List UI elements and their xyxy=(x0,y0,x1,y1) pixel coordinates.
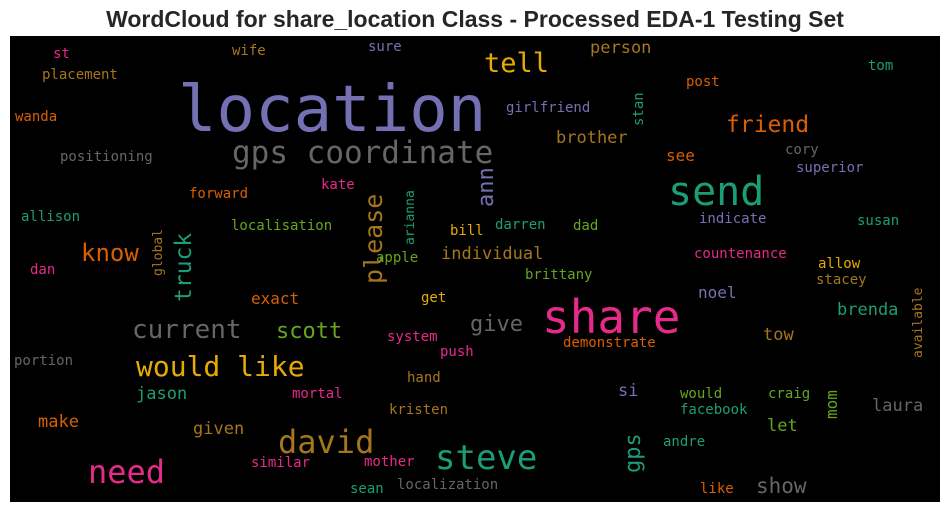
word-give: give xyxy=(470,312,523,337)
word-st: st xyxy=(53,46,70,62)
word-cory: cory xyxy=(785,142,819,158)
word-please: please xyxy=(359,194,388,284)
word-noel: noel xyxy=(698,283,737,302)
word-bill: bill xyxy=(450,223,484,239)
word-sure: sure xyxy=(368,39,402,55)
word-stacey: stacey xyxy=(816,272,867,288)
chart-title: WordCloud for share_location Class - Pro… xyxy=(106,6,844,32)
word-see: see xyxy=(666,146,695,165)
word-allison: allison xyxy=(21,209,80,225)
word-ann: ann xyxy=(474,167,499,207)
word-need: need xyxy=(88,453,165,491)
word-localization: localization xyxy=(397,477,498,493)
word-push: push xyxy=(440,344,474,360)
word-forward: forward xyxy=(189,186,248,202)
word-indicate: indicate xyxy=(699,211,766,227)
word-jason: jason xyxy=(136,384,187,404)
word-tow: tow xyxy=(763,325,794,345)
word-kate: kate xyxy=(321,177,355,193)
word-facebook: facebook xyxy=(680,402,748,418)
word-andre: andre xyxy=(663,434,705,450)
word-given: given xyxy=(193,419,244,439)
word-susan: susan xyxy=(857,213,899,229)
word-show: show xyxy=(756,474,807,498)
word-mortal: mortal xyxy=(292,386,343,402)
word-make: make xyxy=(38,412,79,432)
word-steve: steve xyxy=(435,438,537,478)
word-superior: superior xyxy=(796,160,863,176)
word-would: would xyxy=(680,386,722,402)
word-tell: tell xyxy=(484,48,549,79)
word-positioning: positioning xyxy=(60,149,153,165)
word-kristen: kristen xyxy=(389,402,448,418)
word-individual: individual xyxy=(441,244,543,264)
word-would-like: would like xyxy=(136,350,305,383)
word-laura: laura xyxy=(872,396,923,416)
word-cloud: location share send gps coordinate steve need… xyxy=(10,36,940,502)
word-person: person xyxy=(590,38,651,58)
word-david: david xyxy=(278,423,374,461)
word-send: send xyxy=(668,169,764,215)
word-placement: placement xyxy=(42,67,118,83)
word-apple: apple xyxy=(376,250,418,266)
word-like: like xyxy=(700,481,734,497)
word-scott: scott xyxy=(276,319,342,344)
word-si: si xyxy=(618,381,638,401)
word-craig: craig xyxy=(768,386,810,402)
word-available: available xyxy=(911,287,926,358)
word-mom: mom xyxy=(822,390,841,419)
word-gps-coordinate: gps coordinate xyxy=(232,135,493,171)
word-hand: hand xyxy=(407,370,441,386)
word-brittany: brittany xyxy=(525,267,592,283)
word-dad: dad xyxy=(573,218,598,234)
word-sean: sean xyxy=(350,481,384,497)
word-portion: portion xyxy=(14,353,73,369)
word-demonstrate: demonstrate xyxy=(563,335,656,351)
word-truck: truck xyxy=(171,233,197,302)
word-wanda: wanda xyxy=(15,109,57,125)
word-cloud-background xyxy=(10,36,940,502)
word-system: system xyxy=(387,329,438,345)
word-mother: mother xyxy=(364,454,415,470)
word-dan: dan xyxy=(30,262,55,278)
word-similar: similar xyxy=(251,455,310,471)
word-tom: tom xyxy=(868,58,893,74)
word-global: global xyxy=(151,229,166,276)
word-exact: exact xyxy=(251,289,299,308)
word-girlfriend: girlfriend xyxy=(506,100,590,116)
word-let: let xyxy=(767,416,798,436)
word-allow: allow xyxy=(818,256,861,272)
word-localisation: localisation xyxy=(231,218,332,234)
word-wife: wife xyxy=(232,43,266,59)
word-location: location xyxy=(178,73,486,147)
word-brother: brother xyxy=(556,128,628,148)
word-current: current xyxy=(132,315,242,345)
word-know: know xyxy=(81,239,139,267)
word-countenance: countenance xyxy=(694,246,787,262)
word-get: get xyxy=(421,290,446,306)
word-arianna: arianna xyxy=(403,190,418,245)
word-post: post xyxy=(686,74,720,90)
word-stan: stan xyxy=(631,92,647,126)
word-share: share xyxy=(542,290,680,344)
word-gps: gps xyxy=(621,433,646,473)
word-brenda: brenda xyxy=(837,300,898,320)
word-friend: friend xyxy=(726,112,809,138)
word-darren: darren xyxy=(495,217,546,233)
